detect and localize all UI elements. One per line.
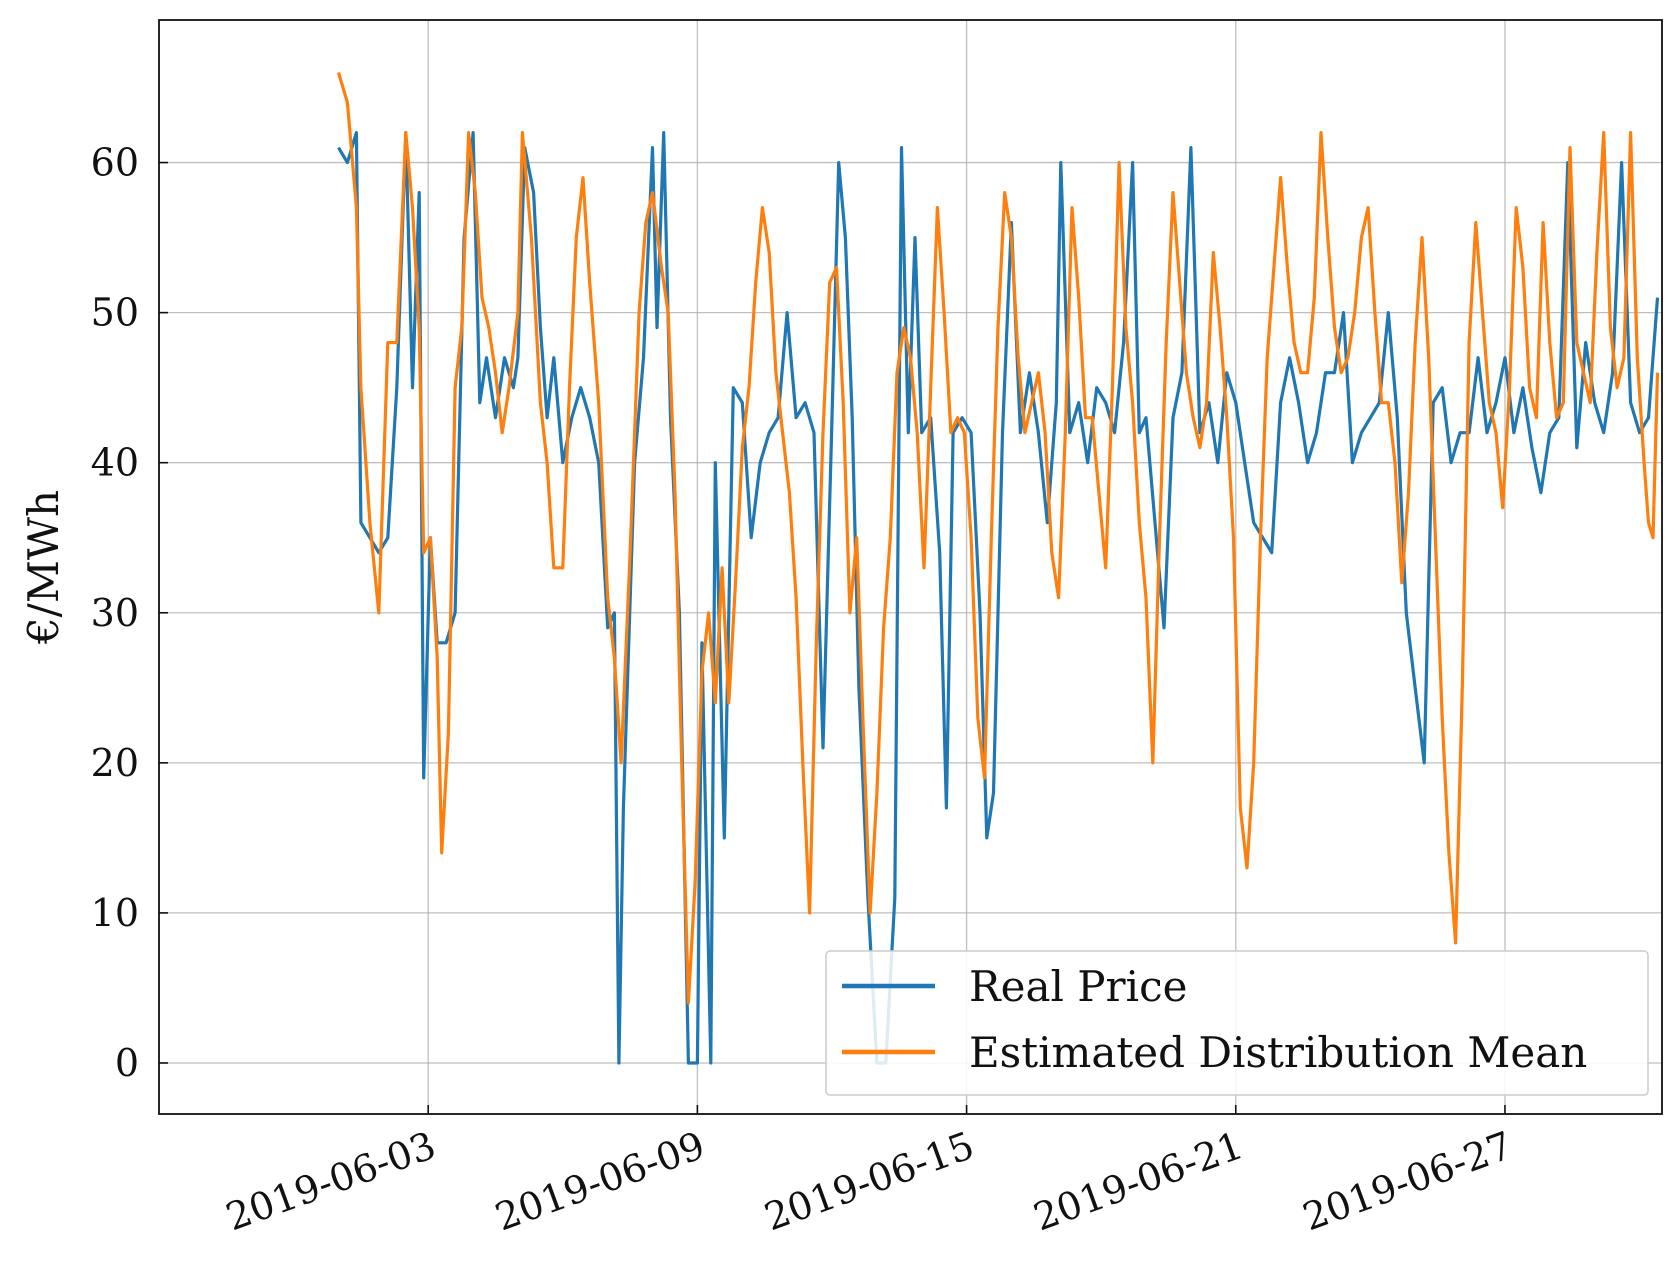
y-tick-label: 20 [91, 741, 139, 785]
legend-label-real-price: Real Price [969, 962, 1187, 1011]
plot-frame [158, 19, 1663, 1115]
legend-box [825, 950, 1649, 1096]
y-tick-label: 40 [91, 441, 139, 485]
legend: Real Price Estimated Distribution Mean [825, 950, 1649, 1096]
legend-label-estimated-mean: Estimated Distribution Mean [969, 1028, 1587, 1077]
y-tick-label: 30 [91, 591, 139, 635]
y-tick-label: 60 [91, 141, 139, 185]
series-lines [336, 72, 1660, 1065]
y-tick-label: 0 [115, 1041, 139, 1085]
y-tick-label: 50 [91, 291, 139, 335]
series-line-real-price [337, 131, 1660, 1065]
y-axis-label: €/MWh [19, 490, 68, 645]
y-tick-label: 10 [91, 891, 139, 935]
series-line-estimated-mean [336, 72, 1660, 1005]
